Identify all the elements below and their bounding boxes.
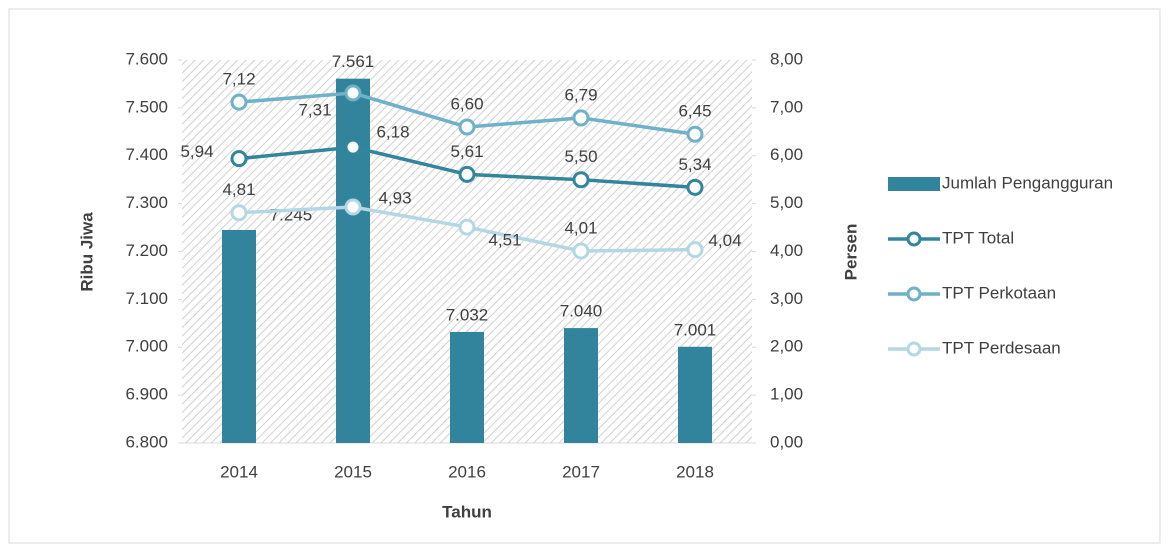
legend-label: TPT Total: [942, 228, 1014, 247]
data-label: 6,60: [450, 95, 483, 114]
data-label: 6,79: [564, 85, 597, 104]
bar: [450, 331, 484, 443]
legend-marker: [906, 231, 922, 247]
marker: [458, 118, 476, 136]
y2-tick-label: 6,00: [770, 145, 803, 164]
marker: [230, 150, 248, 168]
y2-tick-label: 7,00: [770, 97, 803, 116]
y2-tick-label: 8,00: [770, 49, 803, 68]
y-tick-label: 7.100: [125, 289, 168, 308]
data-label: 4,04: [708, 231, 741, 250]
data-label: 5,94: [180, 142, 213, 161]
y-tick-label: 7.300: [125, 193, 168, 212]
x-tick-label: 2015: [334, 462, 372, 481]
y-tick-label: 7.500: [125, 97, 168, 116]
data-label: 7.032: [446, 305, 489, 324]
data-label: 7.561: [332, 52, 375, 71]
marker: [458, 165, 476, 183]
data-label: 4,93: [378, 188, 411, 207]
data-label: 4,01: [564, 219, 597, 238]
y2-tick-label: 5,00: [770, 193, 803, 212]
y-tick-label: 7.400: [125, 145, 168, 164]
legend-marker: [906, 286, 922, 302]
data-label: 7.040: [560, 302, 603, 321]
legend-marker: [906, 341, 922, 357]
y2-tick-label: 2,00: [770, 337, 803, 356]
bar: [678, 346, 712, 443]
y-tick-label: 7.000: [125, 337, 168, 356]
marker: [572, 109, 590, 127]
x-tick-label: 2017: [562, 462, 600, 481]
data-label: 5,34: [678, 155, 711, 174]
x-axis-title: Tahun: [442, 502, 492, 521]
y2-tick-label: 1,00: [770, 385, 803, 404]
data-label: 5,50: [564, 147, 597, 166]
legend-label: TPT Perkotaan: [942, 283, 1056, 302]
bar: [336, 78, 370, 443]
marker: [344, 84, 362, 102]
data-label: 4,51: [488, 231, 521, 250]
marker: [686, 241, 704, 259]
marker: [230, 204, 248, 222]
marker: [344, 198, 362, 216]
legend-label: Jumlah Pengangguran: [942, 173, 1113, 192]
marker: [458, 218, 476, 236]
bar: [222, 229, 256, 443]
y2-tick-label: 3,00: [770, 289, 803, 308]
marker: [686, 178, 704, 196]
data-label: 4,81: [222, 180, 255, 199]
data-label: 7,12: [222, 70, 255, 89]
x-tick-label: 2014: [220, 462, 258, 481]
data-label: 6,18: [376, 123, 409, 142]
data-label: 6,45: [678, 102, 711, 121]
y-axis-title: Ribu Jiwa: [77, 212, 96, 292]
y2-axis-title: Persen: [841, 224, 860, 281]
legend-label: TPT Perdesaan: [942, 338, 1061, 357]
y-tick-label: 7.600: [125, 49, 168, 68]
y2-tick-label: 4,00: [770, 241, 803, 260]
bar: [564, 328, 598, 443]
data-label: 7,31: [298, 101, 331, 120]
marker: [344, 138, 362, 156]
data-label: 5,61: [450, 142, 483, 161]
y-tick-label: 6.900: [125, 385, 168, 404]
y-tick-label: 7.200: [125, 241, 168, 260]
y2-tick-label: 0,00: [770, 432, 803, 451]
marker: [572, 242, 590, 260]
legend-swatch: [888, 177, 940, 191]
data-label: 7.001: [674, 320, 717, 339]
marker: [572, 171, 590, 189]
marker: [686, 125, 704, 143]
x-tick-label: 2018: [676, 462, 714, 481]
x-tick-label: 2016: [448, 462, 486, 481]
marker: [230, 93, 248, 111]
y-tick-label: 6.800: [125, 432, 168, 451]
